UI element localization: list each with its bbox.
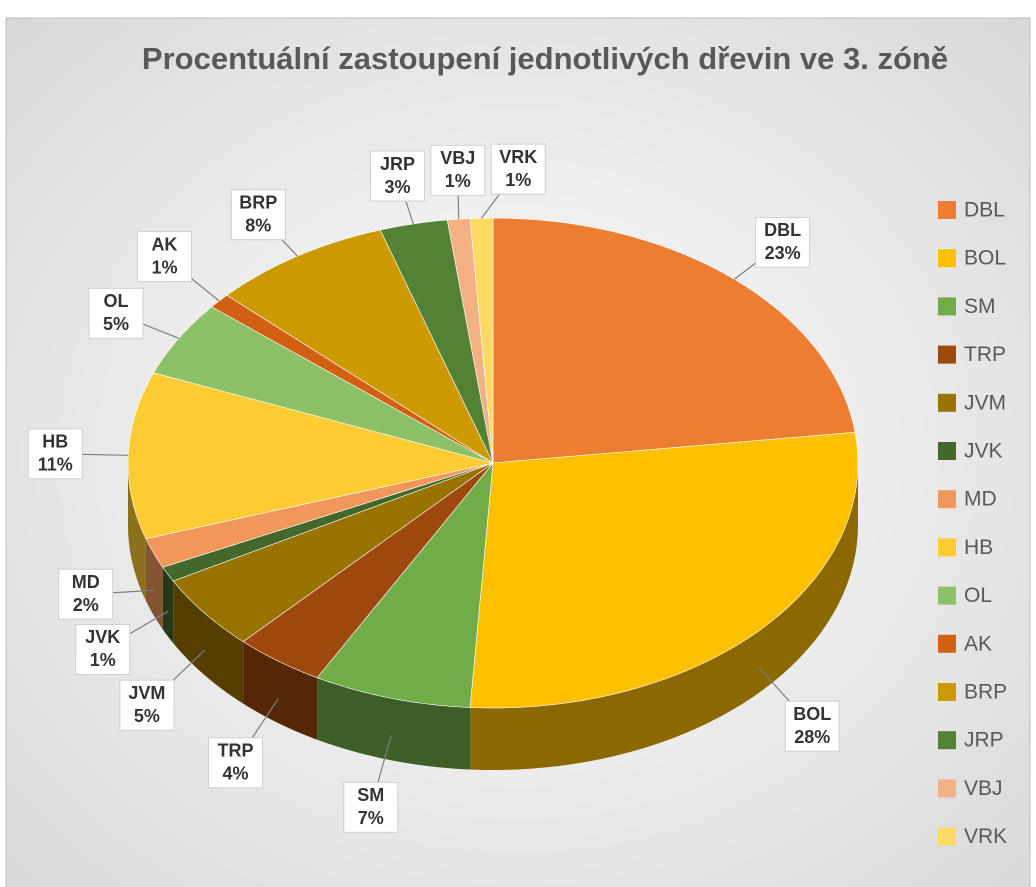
legend-label: AK (964, 632, 992, 655)
slice (145, 462, 494, 568)
data-label-box (136, 231, 192, 283)
data-label: 1% (151, 257, 177, 277)
legend-swatch (938, 586, 956, 605)
slice (172, 462, 494, 642)
legend-label: BOL (964, 247, 1006, 270)
data-label: 23% (765, 243, 801, 263)
slice-side (317, 677, 471, 770)
data-label-box (430, 144, 486, 196)
data-label-box (58, 568, 114, 620)
data-label: BOL (793, 704, 831, 724)
data-label: 5% (103, 314, 129, 334)
chart-title: Procentuální zastoupení jednotlivých dře… (141, 41, 949, 76)
slice (226, 229, 494, 464)
data-label: 8% (245, 216, 271, 236)
legend-swatch (938, 779, 956, 798)
slice-side (162, 567, 174, 644)
slice-side (128, 463, 146, 601)
data-label-box (75, 623, 131, 675)
slice-side (243, 641, 318, 740)
legend-label: SM (964, 295, 996, 318)
legend-swatch (938, 345, 956, 364)
legend-label: OL (964, 584, 992, 607)
legend-swatch (938, 297, 956, 316)
slice (316, 462, 494, 708)
data-label: 4% (223, 764, 249, 784)
data-label-box (230, 189, 286, 241)
legend-swatch (938, 634, 956, 653)
data-label-box (88, 287, 144, 339)
legend-label: DBL (964, 199, 1005, 222)
legend-label: JVM (964, 391, 1006, 414)
data-label-box (208, 737, 264, 789)
slice-side (470, 463, 858, 770)
slice (242, 462, 494, 679)
data-label: 11% (38, 455, 73, 475)
data-label: 3% (384, 177, 410, 197)
legend-label: BRP (964, 681, 1007, 704)
slice (162, 462, 494, 582)
data-label: BRP (239, 193, 277, 213)
data-label-box (369, 150, 425, 202)
data-label: VBJ (440, 148, 475, 168)
legend-label: JVK (964, 440, 1003, 463)
data-label: JVM (128, 683, 165, 703)
legend-swatch (938, 490, 956, 509)
data-label: VRK (499, 147, 537, 167)
legend-swatch (938, 249, 956, 268)
slice-side (173, 581, 244, 704)
data-label: AK (151, 234, 177, 254)
slice (469, 217, 494, 464)
data-label-box (755, 216, 811, 268)
data-label: TRP (218, 741, 254, 761)
data-label: MD (72, 572, 100, 592)
data-label-box (119, 679, 175, 731)
legend-label: JRP (964, 729, 1004, 752)
data-label: 7% (358, 808, 384, 828)
legend-swatch (938, 201, 956, 219)
data-label: 2% (73, 595, 99, 615)
legend-swatch (938, 538, 956, 557)
data-label: HB (42, 432, 68, 452)
slice (469, 431, 859, 709)
legend-label: VRK (964, 825, 1007, 848)
data-label-box (490, 143, 546, 195)
data-label: 1% (445, 171, 471, 191)
legend-swatch (938, 442, 956, 460)
legend-swatch (938, 827, 956, 846)
legend-swatch (938, 731, 956, 750)
data-label-box (784, 700, 840, 752)
data-label: DBL (764, 220, 801, 240)
data-label: OL (103, 291, 128, 311)
data-label: 1% (90, 650, 116, 670)
data-label: 1% (505, 170, 531, 190)
legend-label: VBJ (964, 777, 1003, 800)
data-label-box (27, 428, 83, 480)
data-label: 5% (134, 706, 160, 726)
data-label: 28% (794, 727, 830, 747)
legend-label: TRP (964, 343, 1006, 366)
legend-label: MD (964, 488, 997, 511)
legend-swatch (938, 393, 956, 412)
data-label: JRP (380, 154, 415, 174)
data-label-box (343, 781, 399, 833)
data-label: SM (357, 785, 384, 805)
legend-swatch (938, 683, 956, 701)
data-label: JVK (85, 627, 120, 647)
legend-label: HB (964, 536, 993, 559)
